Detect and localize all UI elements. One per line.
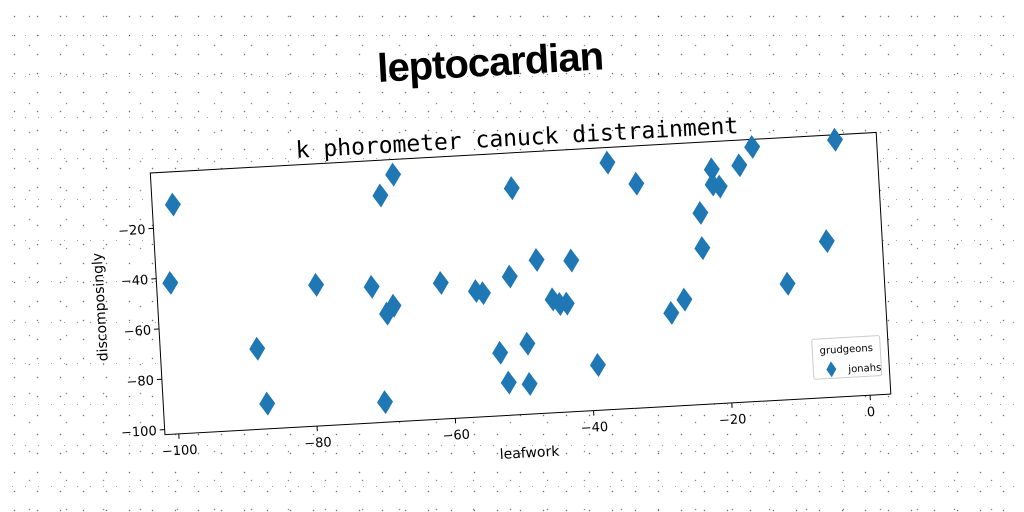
y-tick-label: −20 — [118, 223, 146, 240]
data-point — [521, 371, 538, 396]
x-tick-label: −60 — [442, 428, 470, 445]
data-point — [249, 336, 266, 361]
data-point — [589, 353, 606, 377]
data-point — [528, 247, 545, 272]
y-tick-label: −80 — [126, 374, 154, 391]
legend-marker — [826, 361, 837, 378]
y-tick-label: −100 — [121, 424, 158, 441]
data-point — [501, 264, 518, 289]
data-point — [703, 157, 720, 182]
data-point — [379, 301, 396, 326]
data-point — [474, 281, 491, 306]
x-axis: −100 −80 −60 −40 −20 0 — [162, 395, 876, 460]
data-point — [385, 162, 402, 187]
plot-area — [149, 131, 892, 436]
data-point — [563, 248, 580, 273]
data-point — [676, 287, 693, 312]
legend-entry-label: jonahs — [847, 363, 881, 376]
plot-group: k phorometer canuck distrainment −100 −80… — [90, 113, 892, 463]
x-tick-label: 0 — [867, 405, 876, 420]
x-tick-label: −40 — [580, 420, 608, 437]
data-point — [827, 127, 843, 152]
data-point — [694, 236, 711, 261]
data-point — [599, 150, 616, 175]
legend-title: grudgeons — [819, 343, 873, 357]
data-point — [500, 370, 517, 395]
data-point — [628, 171, 645, 196]
data-point — [692, 200, 709, 225]
data-point — [372, 183, 389, 208]
data-point — [519, 331, 536, 356]
data-point — [663, 300, 680, 325]
x-tick-label: −20 — [719, 412, 747, 429]
x-tick-label: −100 — [162, 443, 199, 460]
data-point — [259, 391, 276, 416]
x-tick-label: −80 — [304, 435, 332, 452]
data-point — [432, 270, 449, 295]
y-axis: −20 −40 −60 −80 −100 — [118, 223, 165, 441]
data-series-jonahs — [162, 127, 843, 416]
data-point — [363, 274, 380, 299]
legend: grudgeons jonahs — [811, 335, 883, 380]
data-point — [744, 134, 761, 159]
data-point — [162, 270, 179, 295]
y-axis-label: discomposingly — [90, 252, 112, 361]
data-point — [385, 293, 402, 318]
data-point — [779, 271, 796, 296]
data-point — [377, 390, 394, 415]
x-axis-label: leafwork — [499, 444, 560, 463]
data-point — [164, 192, 181, 217]
data-point — [492, 340, 509, 365]
data-point — [731, 153, 748, 178]
data-point — [558, 291, 575, 316]
y-tick-label: −60 — [123, 323, 151, 340]
data-point — [308, 272, 325, 297]
y-tick-label: −40 — [121, 273, 149, 290]
data-point — [711, 174, 728, 199]
data-point — [818, 229, 835, 254]
data-point — [503, 176, 520, 201]
